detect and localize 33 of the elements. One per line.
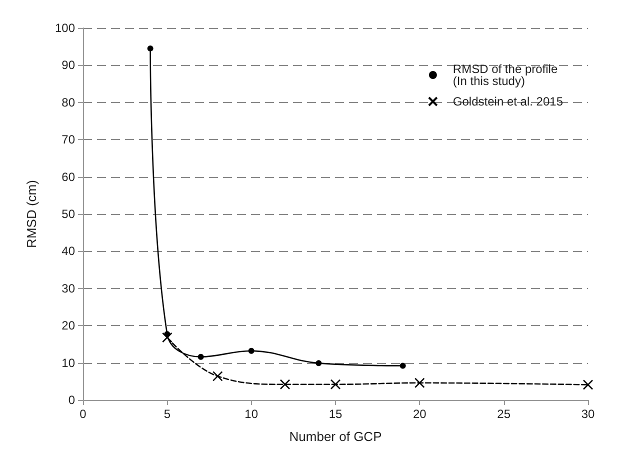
point xyxy=(212,371,223,382)
y-tick-label: 50 xyxy=(62,207,76,221)
y-tick-label: 90 xyxy=(62,58,76,72)
y-tick-label: 20 xyxy=(62,318,76,333)
point xyxy=(280,379,290,390)
point xyxy=(147,45,154,52)
point xyxy=(400,362,406,369)
x-axis-title: Number of GCP xyxy=(289,429,382,444)
x-tick-label: 0 xyxy=(80,407,87,421)
legend-label: Goldstein et al. 2015 xyxy=(452,94,564,108)
y-tick-label: 100 xyxy=(54,21,76,35)
y-tick-label: 40 xyxy=(62,244,76,258)
point xyxy=(248,348,254,354)
y-tick-label: 0 xyxy=(68,393,76,407)
x-tick-label: 15 xyxy=(328,407,342,421)
point xyxy=(330,379,341,390)
x-tick-label: 5 xyxy=(164,407,171,421)
point xyxy=(316,360,322,366)
point xyxy=(198,354,204,360)
y-tick-label: 10 xyxy=(62,356,76,370)
x-tick-label: 25 xyxy=(497,407,511,421)
y-tick-label: 70 xyxy=(62,132,76,147)
y-tick-label: 30 xyxy=(62,281,76,296)
legend-label: RMSD of the profile (In this study) xyxy=(452,62,558,88)
point xyxy=(162,332,172,343)
y-tick-label: 80 xyxy=(62,95,76,110)
point xyxy=(414,378,425,388)
x-tick-label: 30 xyxy=(581,407,595,421)
x-tick-label: 10 xyxy=(244,407,258,421)
y-axis-title: RMSD (cm) xyxy=(24,180,39,248)
y-tick-label: 60 xyxy=(62,170,76,184)
x-tick-label: 20 xyxy=(412,407,427,421)
point xyxy=(582,380,594,390)
